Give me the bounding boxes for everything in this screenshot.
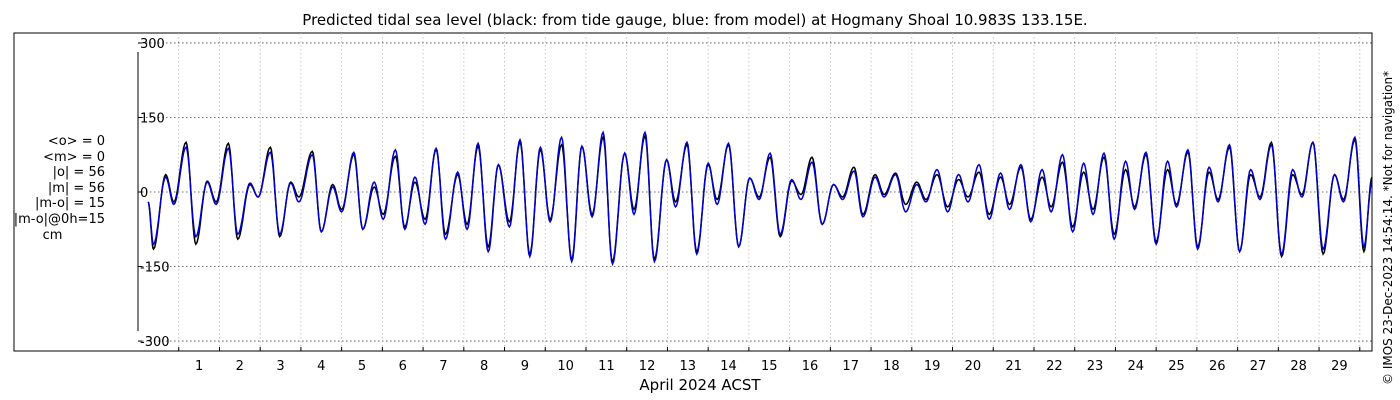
x-tick-label: 3 <box>276 359 284 374</box>
x-tick-label: 10 <box>557 359 574 374</box>
copyright-note: © IMOS 23-Dec-2023 14:54:14. *Not for na… <box>1381 71 1395 385</box>
model-series-line <box>147 130 1373 267</box>
x-tick-label: 25 <box>1168 359 1185 374</box>
series-lines <box>147 130 1373 267</box>
x-tick-label: 16 <box>802 359 819 374</box>
x-tick-label: 29 <box>1331 359 1348 374</box>
statistics-panel: <o> = 0 <m> = 0 |o| = 56 |m| = 56 |m-o| … <box>0 134 105 243</box>
x-tick-label: 5 <box>358 359 366 374</box>
x-tick-label: 17 <box>842 359 859 374</box>
x-tick-label: 28 <box>1290 359 1307 374</box>
chart-title: Predicted tidal sea level (black: from t… <box>302 11 1087 29</box>
x-tick-label: 7 <box>439 359 447 374</box>
x-tick-label: 21 <box>1005 359 1022 374</box>
x-tick-label: 23 <box>1087 359 1104 374</box>
grid <box>138 33 1372 351</box>
x-axis-label: April 2024 ACST <box>639 376 761 394</box>
x-tick-label: 9 <box>521 359 529 374</box>
x-tick-label: 15 <box>761 359 778 374</box>
x-tick-label: 1 <box>195 359 203 374</box>
y-tick-label: -300 <box>140 335 170 350</box>
y-tick-label: 300 <box>140 37 165 52</box>
x-ticks: 1 2 3 4 5 6 7 8 9 10 11 12 13 14 15 16 17 18 19 20 21 22 23 24 2… <box>178 347 1361 374</box>
x-tick-label: 22 <box>1046 359 1063 374</box>
x-tick-label: 20 <box>965 359 982 374</box>
x-tick-label: 12 <box>639 359 656 374</box>
stat-abs-difference-0h: |m-o|@0h=15 <box>13 211 105 227</box>
x-tick-label: 18 <box>883 359 900 374</box>
x-tick-label: 19 <box>924 359 941 374</box>
x-tick-label: 24 <box>1128 359 1145 374</box>
x-tick-label: 8 <box>480 359 488 374</box>
y-tick-label: -150 <box>140 261 170 276</box>
x-tick-label: 26 <box>1209 359 1226 374</box>
x-tick-label: 2 <box>236 359 244 374</box>
stat-abs-difference: |m-o| = 15 <box>34 196 105 212</box>
stat-unit: cm <box>42 227 63 243</box>
stat-abs-model: |m| = 56 <box>47 180 105 196</box>
y-tick-label: 150 <box>140 111 165 126</box>
y-ticks: 300 150 0 -150 -300 <box>138 37 170 350</box>
stat-abs-observed: |o| = 56 <box>52 165 105 181</box>
plot-frame <box>13 32 1373 352</box>
y-tick-label: 0 <box>140 186 148 201</box>
x-tick-label: 13 <box>680 359 697 374</box>
x-tick-label: 4 <box>317 359 325 374</box>
x-tick-label: 6 <box>399 359 407 374</box>
stat-mean-observed: <o> = 0 <box>47 134 105 149</box>
x-tick-label: 14 <box>720 359 737 374</box>
stat-mean-model: <m> = 0 <box>43 149 105 165</box>
x-tick-label: 27 <box>1250 359 1267 374</box>
x-tick-label: 11 <box>598 359 615 374</box>
